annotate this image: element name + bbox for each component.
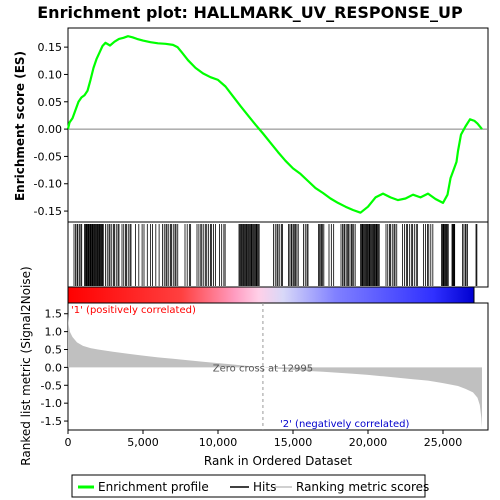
x-tick-label: 10,000 bbox=[199, 436, 238, 449]
metric-panel: Zero cross at 12995 '1' (positively corr… bbox=[19, 266, 489, 468]
metric-tick-label: 1.5 bbox=[45, 308, 63, 321]
es-tick-label: 0.00 bbox=[38, 123, 63, 136]
es-tick-label: -0.10 bbox=[34, 178, 62, 191]
metric-area bbox=[68, 313, 482, 429]
zero-cross-label: Zero cross at 12995 bbox=[213, 363, 313, 374]
metric-tick-label: -0.5 bbox=[41, 379, 62, 392]
es-tick-label: -0.05 bbox=[34, 150, 62, 163]
x-tick-label: 5,000 bbox=[127, 436, 159, 449]
es-tick-label: 0.05 bbox=[38, 96, 63, 109]
metric-tick-label: 0.5 bbox=[45, 344, 63, 357]
x-axis-label: Rank in Ordered Dataset bbox=[204, 454, 352, 468]
metric-tick-label: 1.0 bbox=[45, 326, 63, 339]
legend-box bbox=[71, 474, 426, 498]
x-axis-ticks: 0 5,000 10,000 15,000 20,000 25,000 bbox=[65, 430, 463, 449]
es-tick-label: 0.10 bbox=[38, 68, 63, 81]
hits-panel bbox=[67, 221, 489, 304]
es-panel: 0.15 0.10 0.05 0.00 -0.05 -0.10 -0.15 Enrichme… bbox=[13, 27, 489, 223]
legend-es-label: Enrichment profile bbox=[98, 480, 209, 494]
es-y-ticks: 0.15 0.10 0.05 0.00 -0.05 -0.10 -0.15 bbox=[34, 41, 68, 218]
es-y-label: Enrichment score (ES) bbox=[13, 51, 27, 201]
x-tick-label: 25,000 bbox=[424, 436, 463, 449]
positive-correlation-label: '1' (positively correlated) bbox=[71, 305, 196, 316]
es-plot-frame bbox=[67, 27, 489, 223]
x-tick-label: 15,000 bbox=[274, 436, 313, 449]
metric-y-label: Ranked list metric (Signal2Noise) bbox=[19, 266, 33, 465]
legend: Enrichment profile Hits Ranking metric s… bbox=[71, 474, 429, 498]
chart-title: Enrichment plot: HALLMARK_UV_RESPONSE_UP bbox=[37, 3, 463, 22]
hit-marks bbox=[73, 224, 478, 286]
metric-tick-label: 0.0 bbox=[45, 361, 63, 374]
legend-hits-label: Hits bbox=[253, 480, 276, 494]
x-tick-label: 0 bbox=[65, 436, 72, 449]
rank-color-bar bbox=[67, 286, 475, 304]
es-tick-label: 0.15 bbox=[38, 41, 63, 54]
metric-y-ticks: 1.5 1.0 0.5 0.0 -0.5 -1.0 -1.5 bbox=[41, 308, 68, 428]
metric-tick-label: -1.5 bbox=[41, 415, 62, 428]
metric-tick-label: -1.0 bbox=[41, 397, 62, 410]
negative-correlation-label: '2' (negatively correlated) bbox=[280, 419, 409, 430]
legend-metric-label: Ranking metric scores bbox=[296, 480, 429, 494]
es-tick-label: -0.15 bbox=[34, 205, 62, 218]
x-tick-label: 20,000 bbox=[349, 436, 388, 449]
es-line bbox=[66, 35, 483, 214]
